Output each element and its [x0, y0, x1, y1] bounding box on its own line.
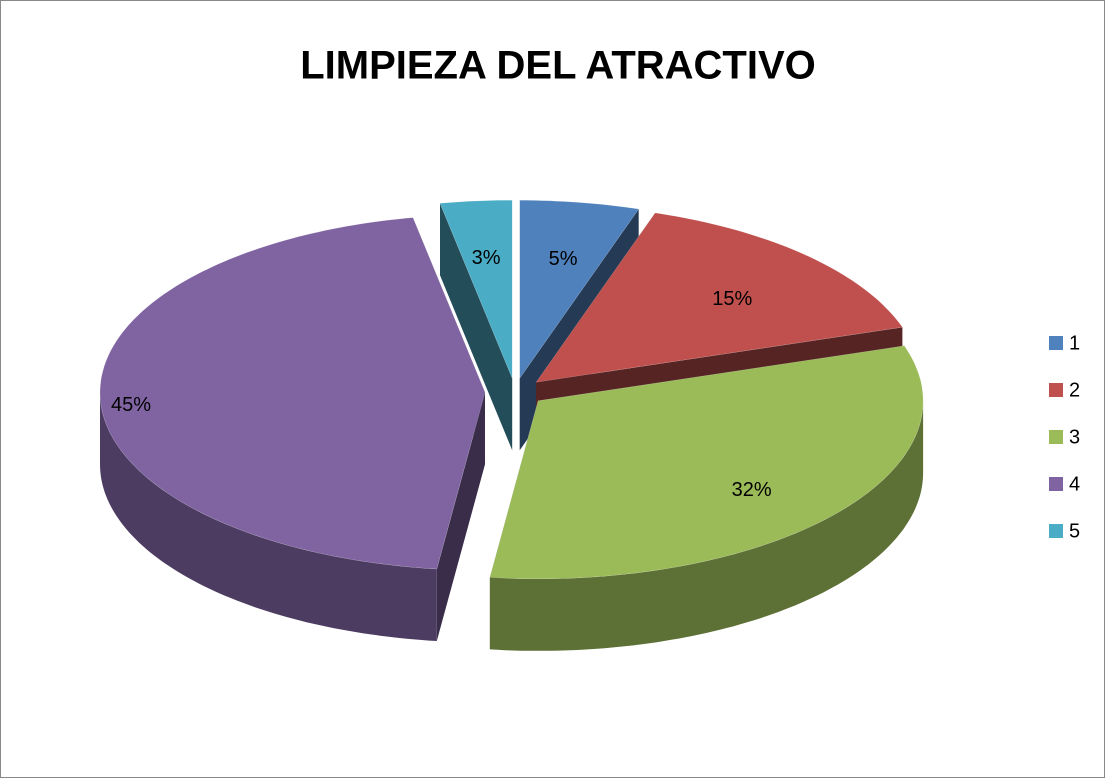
legend-label: 4 — [1069, 473, 1080, 495]
legend-swatch — [1049, 477, 1063, 491]
legend: 1 2 3 4 5 — [1049, 332, 1080, 542]
data-label: 3% — [472, 247, 501, 269]
slice-radial-wall — [440, 203, 513, 451]
data-label: 32% — [732, 479, 772, 501]
data-label: 15% — [712, 288, 752, 310]
legend-swatch — [1049, 383, 1063, 397]
legend-label: 1 — [1069, 332, 1080, 354]
data-label: 45% — [111, 394, 151, 416]
slice-top — [535, 212, 903, 383]
slice-top — [99, 217, 486, 570]
legend-label: 2 — [1069, 379, 1080, 401]
legend-label: 3 — [1069, 426, 1080, 448]
slice-outer-wall — [489, 400, 924, 651]
slice-outer-wall — [100, 392, 437, 641]
pie-tops — [99, 199, 924, 580]
chart-title: LIMPIEZA DEL ATRACTIVO — [300, 44, 816, 88]
slice-top — [439, 199, 513, 379]
legend-label: 5 — [1069, 520, 1080, 542]
legend-swatch — [1049, 430, 1063, 444]
legend-swatch — [1049, 524, 1063, 538]
slice-radial-wall — [436, 392, 485, 641]
slice-top — [519, 200, 640, 380]
data-label: 5% — [549, 248, 578, 270]
data-labels: 5% 15% 32% 45% 3% — [111, 247, 772, 501]
legend-swatch — [1049, 336, 1063, 350]
slice-top — [489, 345, 924, 580]
